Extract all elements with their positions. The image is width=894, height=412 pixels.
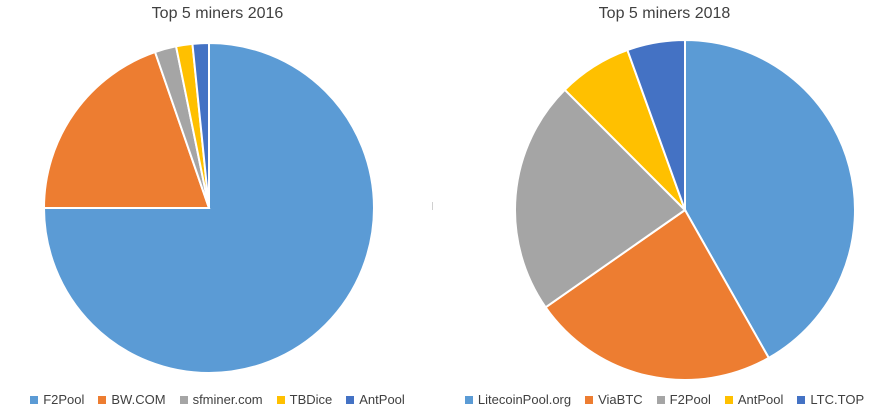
legend-swatch	[98, 395, 107, 404]
pie-chart-2016: Top 5 miners 2016 F2Pool BW.COM sfminer.co…	[0, 0, 435, 412]
legend-label: ViaBTC	[598, 392, 643, 407]
legend-item: AntPool	[724, 392, 784, 407]
legend-item: ViaBTC	[585, 392, 643, 407]
legend-swatch	[724, 395, 733, 404]
legend-label: AntPool	[737, 392, 784, 407]
legend-item: TBDice	[276, 392, 333, 407]
divider-mark	[432, 202, 433, 210]
legend-label: TBDice	[289, 392, 333, 407]
pie-slice-antpool	[191, 41, 210, 209]
legend-swatch	[797, 395, 806, 404]
legend-item: LTC.TOP	[797, 392, 864, 407]
legend-swatch	[656, 395, 665, 404]
legend-swatch	[30, 395, 39, 404]
pie-slice-f2pool	[42, 41, 375, 374]
pie-slice-ltc-top	[626, 38, 686, 211]
legend-item: BW.COM	[98, 392, 166, 407]
legend-item: F2Pool	[30, 392, 84, 407]
pie-slice-litecoinpool-org	[684, 38, 856, 360]
pie-slice-viabtc	[544, 208, 771, 381]
legend-label: BW.COM	[111, 392, 166, 407]
legend-label: F2Pool	[669, 392, 711, 407]
legend-swatch	[585, 395, 594, 404]
chart-title: Top 5 miners 2016	[151, 5, 284, 22]
pie-chart-2018: Top 5 miners 2018 LitecoinPool.org ViaBTC…	[435, 0, 894, 412]
chart-legend: LitecoinPool.org ViaBTC F2Pool AntPool LTC.T…	[435, 392, 894, 407]
legend-label: LTC.TOP	[810, 392, 865, 407]
legend-item: F2Pool	[656, 392, 711, 407]
pie-slice-f2pool	[514, 88, 687, 309]
legend-swatch	[464, 395, 473, 404]
legend-swatch	[276, 395, 285, 404]
chart-legend: F2Pool BW.COM sfminer.com TBDice AntPool	[0, 392, 435, 407]
legend-label: F2Pool	[43, 392, 85, 407]
legend-item: LitecoinPool.org	[464, 392, 572, 407]
chart-title: Top 5 miners 2018	[598, 5, 731, 22]
pie-plot-area	[42, 41, 375, 374]
pie-plot-area	[514, 38, 856, 381]
legend-label: sfminer.com	[192, 392, 263, 407]
legend-label: LitecoinPool.org	[477, 392, 572, 407]
legend-item: sfminer.com	[179, 392, 263, 407]
legend-label: AntPool	[359, 392, 405, 407]
legend-swatch	[179, 395, 188, 404]
legend-item: AntPool	[346, 392, 405, 407]
legend-swatch	[346, 395, 355, 404]
